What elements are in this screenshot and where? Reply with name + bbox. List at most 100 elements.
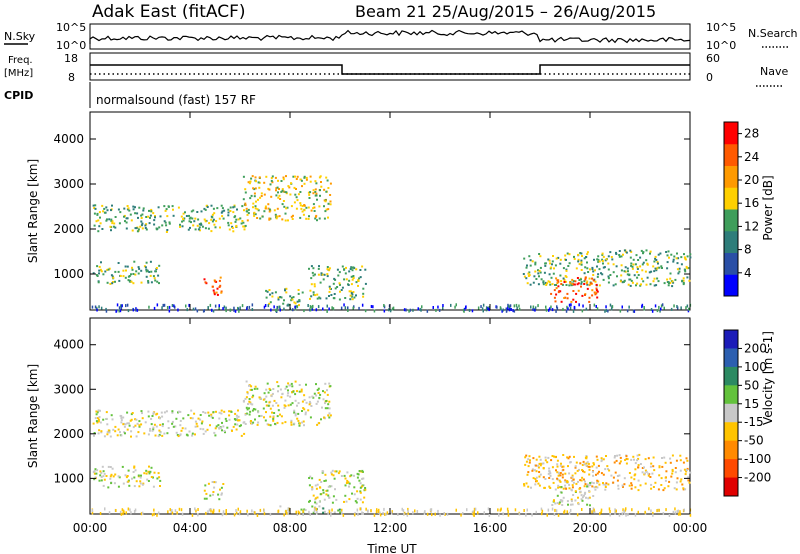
data-cell [349,475,352,478]
data-cell [614,511,616,515]
noise-line [89,29,691,44]
data-cell [140,512,143,516]
data-cell [287,185,290,188]
data-cell [189,226,191,229]
data-cell [559,472,562,474]
data-cell [154,434,157,437]
data-cell [163,205,166,208]
data-cell [589,504,591,507]
data-cell [174,425,177,428]
data-cell [227,221,230,224]
data-cell [666,267,669,270]
data-cell [283,513,285,517]
data-cell [644,472,646,475]
data-cell [295,305,298,308]
data-cell [595,485,598,488]
data-cell [268,217,271,220]
data-cell [220,204,223,207]
data-cell [222,425,225,428]
data-cell [549,307,551,311]
data-cell [403,308,406,312]
data-cell [642,280,645,283]
data-cell [176,511,178,515]
data-cell [311,395,314,398]
y-tick-label: 1000 [53,267,84,281]
data-cell [127,309,130,313]
data-cell [294,175,296,178]
data-cell [93,207,96,209]
data-cell [221,210,224,213]
data-cell [574,499,577,502]
data-cell [130,280,133,283]
data-cell [554,488,557,491]
data-cell [113,482,116,485]
data-cell [237,306,239,310]
data-cell [307,217,310,220]
data-cell [560,491,563,494]
data-cell [330,294,333,296]
data-cell [573,305,576,309]
data-cell [300,207,303,210]
data-cell [283,307,285,311]
data-cell [669,282,672,284]
data-cell [285,287,288,290]
data-cell [283,205,286,208]
data-cell [289,403,292,406]
data-cell [125,304,127,308]
data-cell [652,280,655,283]
data-cell [585,496,587,499]
data-cell [527,458,530,461]
data-cell [356,490,359,493]
data-cell [98,211,101,214]
data-cell [303,182,306,185]
data-cell [145,472,148,475]
data-cell [235,218,238,221]
data-cell [323,480,326,482]
data-cell [537,272,540,275]
data-cell [622,485,624,488]
power-plot-area [89,111,691,311]
data-cell [562,307,564,311]
data-cell [602,473,605,476]
data-cell [263,509,265,513]
data-cell [100,479,103,482]
data-cell [661,303,664,307]
data-cell [676,510,678,514]
data-cell [659,252,662,255]
data-cell [97,432,100,435]
data-cell [93,212,96,215]
data-cell [568,511,571,515]
data-cell [305,217,308,220]
data-cell [576,283,579,286]
data-cell [294,307,297,311]
data-cell [108,267,111,270]
data-cell [315,182,318,185]
data-cell [572,494,575,496]
data-cell [570,300,573,303]
data-cell [207,306,209,310]
data-cell [571,278,574,281]
data-cell [357,512,359,516]
data-cell [251,509,253,513]
data-cell [284,289,286,292]
data-cell [568,487,571,490]
data-cell [477,511,479,515]
data-cell [570,489,573,492]
data-cell [545,284,548,286]
data-cell [194,307,197,311]
data-cell [675,481,678,484]
data-cell [567,503,569,506]
data-cell [317,392,320,394]
data-cell [552,272,555,275]
data-cell [135,480,138,483]
data-cell [586,283,589,286]
data-cell [177,435,180,438]
data-cell [150,208,153,211]
data-cell [569,503,572,506]
data-cell [282,178,285,181]
data-cell [679,512,682,516]
data-cell [678,267,681,270]
data-cell [133,476,136,479]
data-cell [623,270,626,273]
data-cell [392,306,395,310]
